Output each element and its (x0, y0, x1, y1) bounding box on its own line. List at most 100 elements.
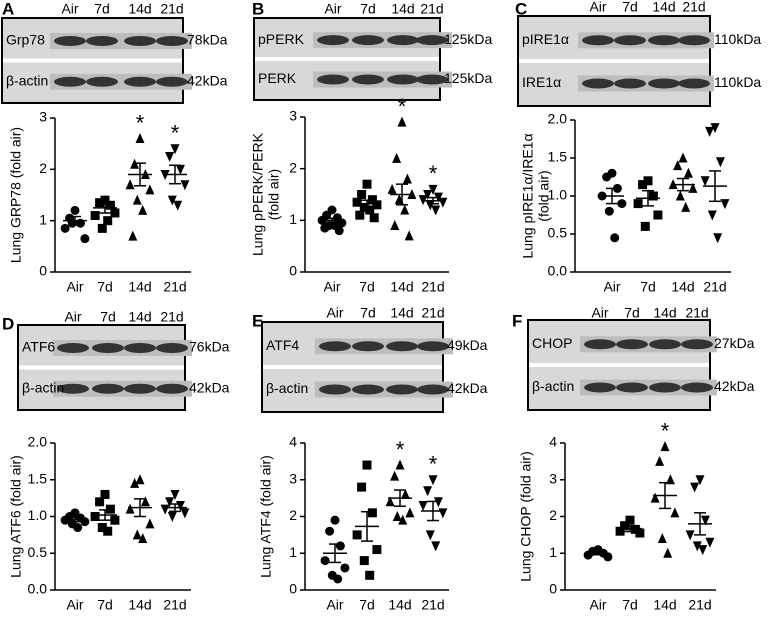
data-point (617, 199, 627, 209)
data-point (390, 470, 400, 481)
data-point (425, 530, 435, 541)
lane-label: Air (61, 1, 78, 17)
data-point (138, 204, 148, 215)
y-tick-label: 0 (549, 581, 557, 597)
y-axis-label: (fold air) (266, 169, 282, 220)
data-point (655, 455, 665, 466)
x-tick-label: 14d (653, 597, 676, 613)
significance-star: * (429, 452, 438, 477)
blot-band (156, 383, 188, 394)
blot-band (616, 382, 648, 393)
blot-band (417, 384, 449, 395)
data-point (688, 182, 698, 193)
protein-label: IRE1α (522, 74, 561, 90)
blot-strip (50, 32, 192, 49)
data-point (428, 184, 438, 195)
data-point (392, 152, 402, 163)
data-point (80, 517, 90, 527)
data-point (405, 507, 415, 518)
x-tick-label: 21d (163, 597, 186, 613)
lane-label: 7d (624, 305, 640, 321)
data-point (603, 552, 613, 562)
data-point (180, 508, 190, 519)
data-point (683, 167, 693, 178)
x-tick-label: 21d (421, 597, 444, 613)
blot-band (86, 35, 118, 46)
lane-label: Air (64, 309, 81, 325)
panel-letter: E (252, 311, 263, 330)
data-point (404, 230, 414, 241)
data-point (402, 173, 412, 184)
blot-band (386, 384, 418, 395)
data-point (320, 223, 330, 233)
data-point (167, 195, 177, 206)
data-point (167, 512, 177, 522)
lane-label: Air (326, 305, 343, 321)
x-tick-label: 21d (688, 597, 711, 613)
lane-label: 7d (360, 1, 376, 17)
lane-label: 14d (128, 309, 151, 325)
y-tick-label: 2.0 (28, 434, 48, 450)
x-tick-label: 14d (128, 597, 151, 613)
data-point (97, 523, 107, 533)
x-tick-label: 7d (359, 279, 375, 295)
blot-band (124, 342, 156, 353)
significance-star: * (136, 110, 145, 135)
data-point (372, 545, 382, 555)
blot-band (678, 78, 710, 89)
data-point (673, 160, 683, 171)
data-point (330, 515, 340, 525)
y-axis-label: Lung CHOP (fold air) (518, 451, 534, 581)
data-point (698, 545, 708, 556)
x-tick-label: 21d (421, 279, 444, 295)
data-point (325, 526, 335, 536)
data-point (418, 500, 428, 511)
protein-label: ATF4 (266, 337, 299, 353)
x-tick-label: 7d (640, 279, 656, 295)
data-point (100, 489, 110, 499)
y-tick-label: 0 (289, 581, 297, 597)
blot-band (352, 341, 384, 352)
blot-band (614, 78, 646, 89)
y-tick-label: 1.5 (548, 149, 568, 165)
panel-letter: D (2, 314, 14, 333)
data-point (400, 488, 410, 499)
x-tick-label: Air (66, 279, 83, 295)
lane-label: 14d (128, 1, 151, 17)
blot-band (614, 35, 646, 46)
blot-band (582, 78, 614, 89)
blot-divider (263, 365, 442, 369)
blot-band (156, 35, 188, 46)
size-label: 49kDa (447, 337, 488, 353)
blot-divider (519, 59, 709, 63)
data-point (625, 515, 635, 525)
data-point (423, 190, 433, 200)
blot-band (616, 339, 648, 350)
data-point (60, 223, 70, 233)
data-point (372, 200, 382, 210)
lane-label: 7d (94, 1, 110, 17)
x-tick-label: 14d (128, 279, 151, 295)
data-point (352, 530, 362, 540)
data-point (369, 213, 379, 223)
blot-band (54, 35, 86, 46)
blot-band (124, 383, 156, 394)
data-point (335, 541, 345, 551)
blot-divider (255, 57, 439, 61)
blot-band (317, 35, 349, 46)
panel-letter: F (512, 311, 522, 330)
data-point (125, 503, 135, 514)
y-tick-label: 2 (289, 159, 297, 175)
data-point (170, 144, 180, 155)
blot-divider (529, 363, 709, 367)
data-point (615, 526, 625, 536)
data-point (95, 497, 105, 507)
data-point (660, 441, 670, 452)
blot-divider (3, 58, 182, 63)
data-point (670, 507, 680, 518)
blot-band (416, 74, 448, 85)
data-point (633, 199, 643, 209)
size-label: 42kDa (187, 72, 228, 88)
protein-label: pPERK (258, 31, 305, 47)
